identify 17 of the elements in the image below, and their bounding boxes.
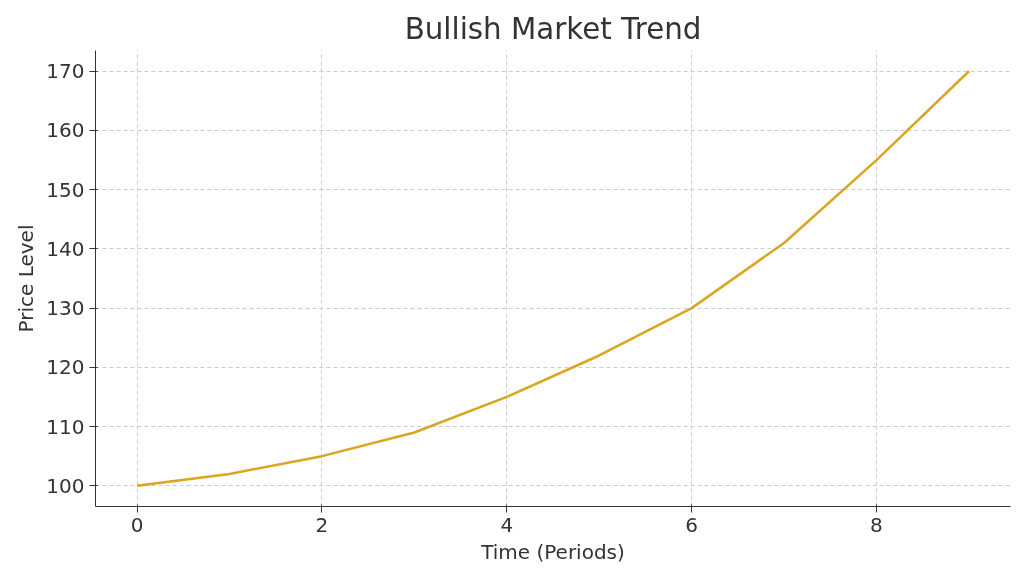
- chart-title: Bullish Market Trend: [404, 11, 702, 46]
- x-tick-label: 2: [315, 512, 329, 537]
- x-tick-label: 4: [500, 512, 514, 537]
- y-tick-label: 130: [46, 296, 85, 321]
- x-axis-title: Time (Periods): [480, 539, 625, 564]
- y-axis-title: Price Level: [14, 224, 39, 333]
- y-tick-label: 100: [46, 473, 85, 498]
- y-tick-label: 170: [46, 59, 85, 84]
- y-tick-label: 110: [46, 414, 85, 439]
- line-series: [135, 69, 971, 488]
- y-tick-label: 140: [46, 236, 85, 261]
- x-tick-label: 6: [685, 512, 699, 537]
- x-tick-label: 8: [870, 512, 883, 537]
- y-tick-label: 120: [46, 355, 85, 380]
- y-tick-label: 150: [46, 177, 85, 202]
- y-tick-label: 160: [46, 118, 85, 143]
- x-tick-label: 0: [130, 512, 144, 537]
